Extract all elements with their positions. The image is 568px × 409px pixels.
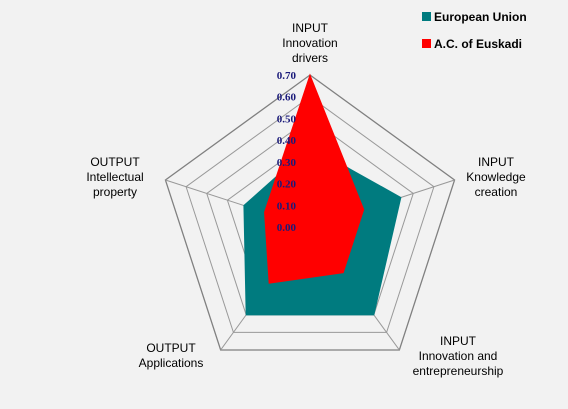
grid-ring-7 <box>164 74 456 351</box>
grid-ring-6 <box>185 96 435 333</box>
tick-label: 0.30 <box>277 157 297 169</box>
legend-swatch-0 <box>422 12 431 21</box>
tick-label: 0.70 <box>277 70 297 82</box>
legend-label-0: European Union <box>434 10 527 24</box>
tick-label: 0.00 <box>277 222 297 234</box>
axis-label: OUTPUT Intellectual property <box>86 155 143 199</box>
tick-label: 0.50 <box>277 113 297 125</box>
radial-tick-labels: 0.00 0.10 0.20 0.30 0.40 0.50 0.60 0.70 <box>277 70 297 234</box>
tick-label: 0.60 <box>277 92 297 104</box>
tick-label: 0.40 <box>277 135 297 147</box>
legend: European Union A.C. of Euskadi <box>422 10 527 51</box>
axis-label: OUTPUT Applications <box>139 341 204 370</box>
tick-label: 0.10 <box>277 200 297 212</box>
axis-label: INPUT Innovation drivers <box>282 21 337 65</box>
tick-label: 0.20 <box>277 179 297 191</box>
axis-label: INPUT Innovation and entrepreneurship <box>413 334 504 378</box>
radar-series <box>243 73 402 316</box>
series-area-1 <box>264 73 365 284</box>
legend-swatch-1 <box>422 39 431 48</box>
axis-labels: INPUT Innovation drivers INPUT Knowledge crea… <box>86 21 526 378</box>
axis-label: INPUT Knowledge creation <box>466 155 526 199</box>
legend-label-1: A.C. of Euskadi <box>434 37 522 51</box>
